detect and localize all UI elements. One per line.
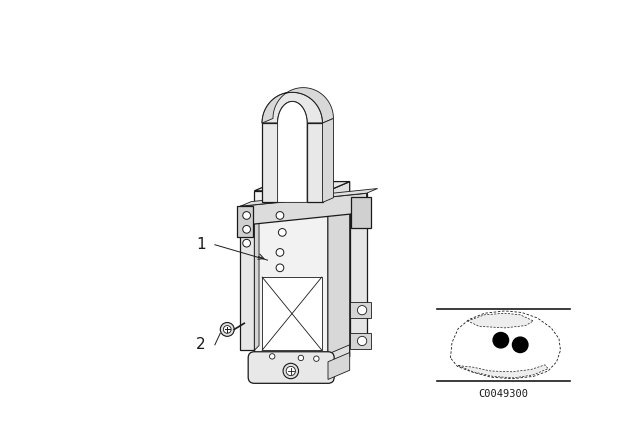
Polygon shape [328,181,349,366]
Polygon shape [254,191,328,366]
Polygon shape [349,333,371,349]
Circle shape [358,306,367,315]
Circle shape [358,336,367,345]
Circle shape [298,355,303,361]
Circle shape [314,356,319,362]
Polygon shape [323,118,333,202]
Polygon shape [307,123,323,202]
Polygon shape [351,197,371,228]
Polygon shape [262,88,333,123]
Text: 2: 2 [196,337,205,352]
Polygon shape [241,189,378,206]
Polygon shape [451,311,561,379]
Circle shape [493,332,509,348]
Circle shape [243,211,250,220]
Text: C0049300: C0049300 [478,389,528,399]
Polygon shape [262,277,322,350]
Circle shape [286,366,296,375]
Polygon shape [328,353,349,379]
Polygon shape [349,302,371,318]
Polygon shape [254,181,349,191]
Polygon shape [262,92,323,123]
Circle shape [269,353,275,359]
Circle shape [276,249,284,256]
Polygon shape [241,206,254,350]
Circle shape [278,228,286,236]
Circle shape [276,211,284,220]
Circle shape [243,239,250,247]
Polygon shape [278,102,307,202]
Polygon shape [458,365,548,378]
Circle shape [513,337,528,353]
FancyBboxPatch shape [248,352,334,383]
Polygon shape [241,193,367,225]
Polygon shape [349,193,367,345]
Circle shape [243,225,250,233]
Circle shape [223,326,231,333]
Polygon shape [262,123,278,202]
Polygon shape [328,193,349,354]
Polygon shape [467,313,533,328]
Polygon shape [237,206,253,237]
Circle shape [283,363,298,379]
Circle shape [276,264,284,271]
Text: 1: 1 [196,237,205,252]
Circle shape [220,323,234,336]
Polygon shape [254,202,259,350]
